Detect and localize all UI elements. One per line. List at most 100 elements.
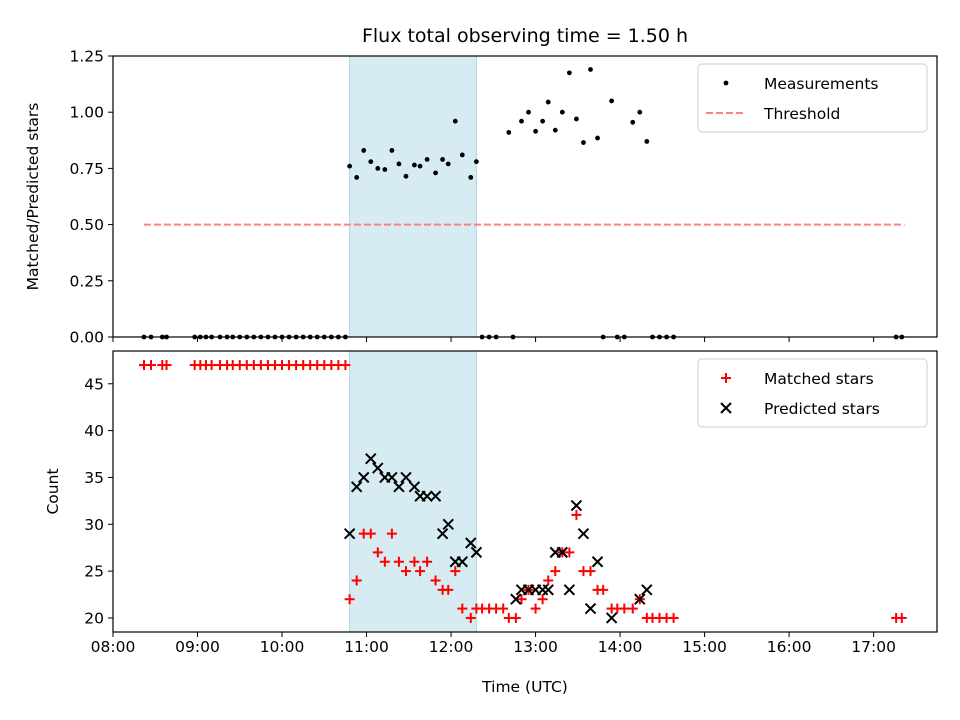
predicted-star-point-6: [386, 471, 398, 484]
predicted-star-point-9: [408, 481, 421, 493]
measurement-point-29: [361, 148, 367, 153]
matched-star-point-36: [409, 556, 420, 567]
y-tick-label: 1.00: [69, 104, 104, 122]
y-tick-label: 20: [84, 609, 104, 627]
y-axis-label-bottom: Count: [44, 468, 62, 514]
matched-star-point-55: [537, 594, 548, 605]
measurement-point-43: [459, 152, 465, 158]
measurement-point-55: [545, 99, 551, 105]
predicted-star-point-4: [372, 462, 384, 474]
matched-star-point-60: [571, 509, 582, 520]
matched-star-point-30: [365, 528, 376, 539]
x-tick-label: 14:00: [598, 638, 643, 656]
matched-star-point-67: [619, 603, 630, 614]
legend-2: [697, 358, 928, 428]
predicted-star-point-28: [570, 499, 583, 512]
predicted-star-point-32: [605, 612, 618, 624]
measurement-point-41: [445, 161, 451, 167]
y-tick-label: 25: [84, 563, 104, 581]
y-tick-label: 0.50: [69, 216, 104, 234]
matched-star-point-64: [598, 584, 609, 595]
measurement-point-30: [368, 159, 374, 165]
y-tick-label: 30: [84, 516, 104, 534]
matched-star-point-49: [498, 603, 509, 614]
observing-window-1: [349, 55, 477, 338]
predicted-star-point-16: [456, 556, 469, 568]
legend-marker-measurements: [723, 80, 729, 86]
measurement-point-35: [403, 173, 409, 179]
predicted-star-point-31: [591, 556, 604, 568]
matched-star-point-76: [896, 612, 907, 623]
matched-star-point-39: [430, 575, 441, 586]
legend-marker-matched: [721, 373, 731, 383]
matched-star-point-34: [393, 556, 404, 567]
measurement-point-52: [526, 109, 531, 115]
measurement-point-44: [468, 174, 474, 180]
measurement-point-64: [609, 98, 615, 104]
predicted-star-point-1: [350, 481, 363, 493]
matched-star-point-52: [516, 594, 527, 605]
predicted-star-point-8: [400, 471, 412, 484]
measurement-point-42: [452, 118, 458, 124]
matched-star-point-51: [510, 612, 521, 623]
predicted-star-point-33: [634, 593, 646, 605]
x-tick-label: 12:00: [429, 638, 474, 656]
measurement-point-39: [433, 170, 438, 176]
legend-entry-label: Threshold: [763, 105, 840, 123]
legend-marker-predicted: [720, 402, 732, 414]
y-tick-label: 0.00: [69, 329, 104, 347]
predicted-star-point-24: [542, 584, 554, 596]
x-tick-label: 17:00: [851, 638, 896, 656]
predicted-star-point-3: [365, 453, 377, 465]
predicted-star-point-19: [510, 593, 522, 605]
legend-entry-label: Measurements: [764, 75, 879, 93]
matched-star-point-44: [465, 612, 476, 623]
measurement-point-59: [574, 116, 579, 122]
axes-frame-1: [112, 55, 938, 338]
predicted-star-point-34: [641, 584, 653, 596]
matched-star-point-54: [530, 603, 541, 614]
matched-star-point-43: [457, 603, 468, 614]
y-tick-label: 45: [84, 375, 104, 393]
legend-entry-label: Matched stars: [764, 370, 874, 388]
predicted-star-point-11: [421, 490, 433, 502]
measurement-point-45: [474, 159, 479, 165]
predicted-star-point-13: [436, 527, 449, 540]
measurement-point-61: [588, 67, 593, 72]
matched-star-point-7: [206, 360, 217, 371]
measurement-point-60: [581, 140, 586, 145]
matched-star-point-57: [550, 566, 561, 577]
measurement-point-53: [533, 128, 538, 134]
measurement-point-51: [519, 118, 524, 124]
measurement-point-37: [417, 163, 423, 169]
matched-star-point-62: [585, 566, 596, 577]
predicted-star-point-14: [442, 518, 454, 530]
y-axis-label-top: Matched/Predicted stars: [24, 103, 42, 291]
x-tick-label: 13:00: [513, 638, 558, 656]
matched-star-point-33: [386, 528, 397, 539]
measurement-point-38: [424, 157, 430, 162]
axes-frame-2: [112, 350, 938, 633]
observing-window-2: [349, 350, 477, 633]
matched-star-point-38: [422, 556, 433, 567]
measurement-point-58: [566, 70, 572, 76]
measurement-point-68: [637, 109, 643, 115]
matched-star-point-35: [400, 566, 411, 577]
matched-star-point-1: [146, 360, 157, 371]
measurement-point-40: [440, 157, 445, 162]
measurement-point-54: [540, 118, 546, 124]
y-tick-label: 40: [84, 422, 104, 440]
chart-title: Flux total observing time = 1.50 h: [362, 25, 688, 47]
x-tick-label: 16:00: [767, 638, 812, 656]
predicted-star-point-17: [465, 537, 477, 549]
measurement-point-33: [389, 148, 395, 153]
y-tick-label: 0.75: [69, 160, 104, 178]
measurement-point-32: [382, 167, 388, 172]
measurement-point-67: [630, 119, 636, 125]
measurement-point-31: [375, 166, 381, 171]
x-tick-label: 11:00: [344, 638, 389, 656]
x-tick-label: 08:00: [91, 638, 136, 656]
measurement-point-57: [559, 109, 565, 115]
x-tick-label: 15:00: [682, 638, 727, 656]
